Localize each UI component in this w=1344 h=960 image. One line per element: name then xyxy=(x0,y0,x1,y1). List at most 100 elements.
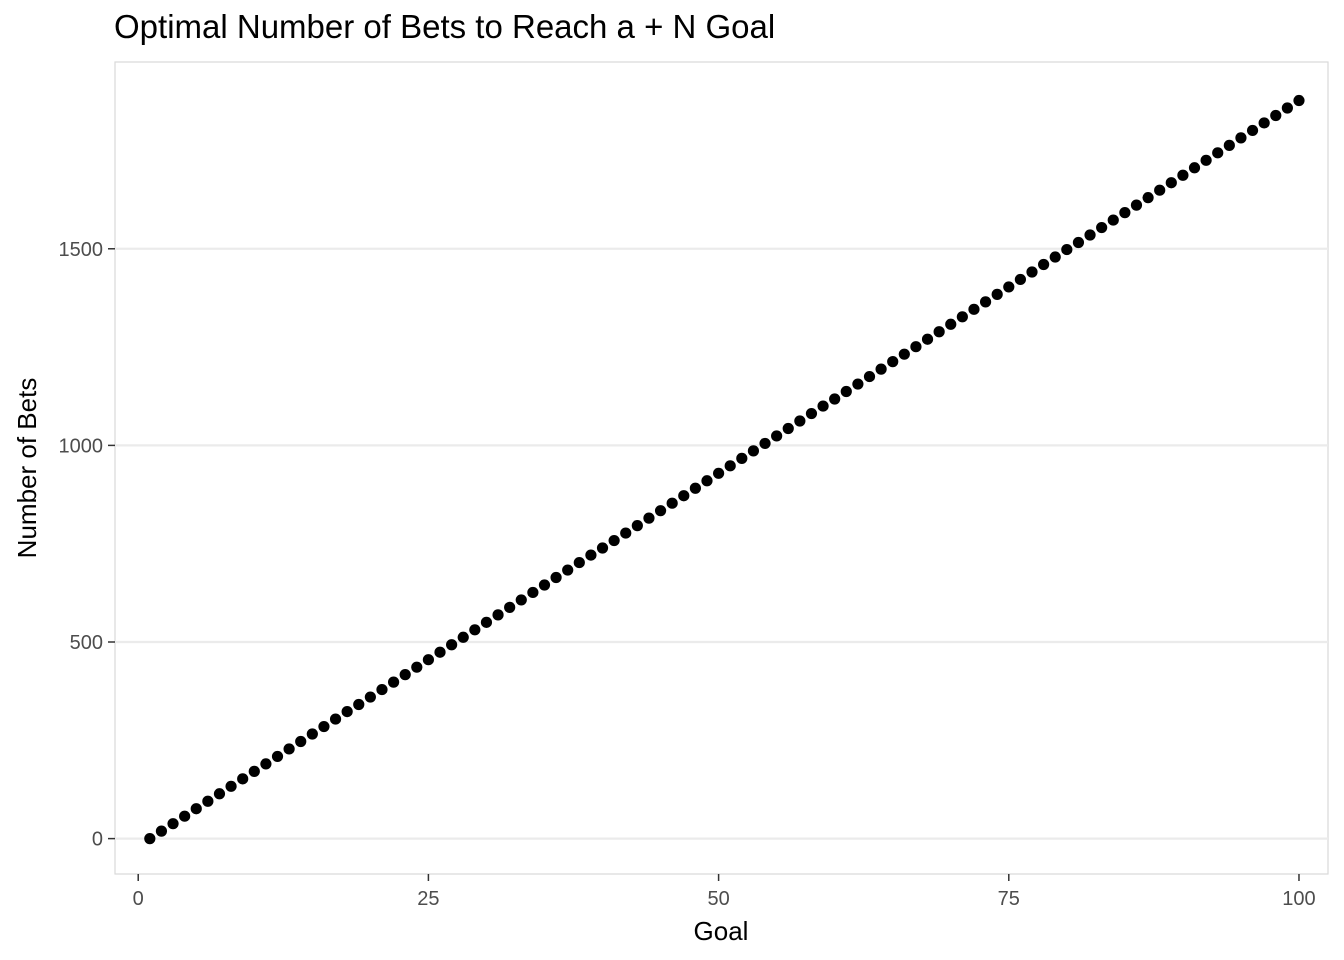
data-point xyxy=(875,363,887,375)
y-axis-title: Number of Bets xyxy=(12,378,42,559)
data-point xyxy=(608,534,620,547)
data-point xyxy=(1130,199,1143,211)
data-point xyxy=(921,333,934,345)
data-point xyxy=(1154,184,1166,196)
data-point xyxy=(1270,109,1282,122)
data-point xyxy=(295,735,307,748)
data-point xyxy=(956,311,968,323)
data-point xyxy=(271,750,284,763)
data-point xyxy=(887,356,899,368)
data-point xyxy=(446,639,458,651)
data-point xyxy=(596,542,609,554)
data-point xyxy=(318,720,330,733)
data-point xyxy=(1188,162,1201,174)
data-point xyxy=(480,616,493,628)
data-point xyxy=(1072,236,1085,249)
data-point xyxy=(353,698,365,711)
data-point xyxy=(155,825,168,837)
data-point xyxy=(1061,243,1073,256)
data-point xyxy=(666,497,678,509)
data-point xyxy=(341,706,353,718)
data-point xyxy=(1293,94,1305,107)
data-point xyxy=(747,445,760,457)
data-point xyxy=(1038,258,1050,271)
data-point xyxy=(179,810,191,822)
data-point xyxy=(434,646,446,658)
data-point xyxy=(678,490,690,502)
data-point xyxy=(527,586,539,599)
data-point xyxy=(202,795,214,807)
data-point xyxy=(805,407,818,420)
y-tick-label: 500 xyxy=(70,632,103,654)
x-tick-label: 50 xyxy=(707,888,729,910)
data-point xyxy=(1119,207,1131,219)
data-point xyxy=(469,624,481,636)
x-tick-label: 25 xyxy=(417,888,439,910)
data-point xyxy=(538,579,551,591)
data-point xyxy=(457,631,469,643)
data-point xyxy=(840,385,852,398)
data-point xyxy=(689,482,701,494)
data-point xyxy=(991,288,1003,300)
data-point xyxy=(1223,139,1235,151)
data-points xyxy=(144,94,1305,845)
y-tick-label: 1000 xyxy=(59,435,104,457)
data-point xyxy=(260,758,272,770)
data-point xyxy=(306,728,318,740)
data-point xyxy=(167,818,179,830)
data-point xyxy=(411,661,423,673)
data-point xyxy=(1200,154,1212,166)
data-point xyxy=(225,780,237,792)
data-point xyxy=(283,743,295,755)
data-point xyxy=(399,669,411,681)
data-point xyxy=(562,564,574,576)
data-point xyxy=(1258,117,1270,129)
data-point xyxy=(968,303,980,315)
data-point xyxy=(1212,147,1224,159)
data-point xyxy=(504,601,516,613)
y-tick-label: 0 xyxy=(92,829,103,851)
data-point xyxy=(817,400,829,412)
data-point xyxy=(1026,266,1038,278)
data-point xyxy=(376,683,388,696)
data-point xyxy=(1142,192,1154,204)
data-point xyxy=(1096,221,1108,234)
x-tick-label: 75 xyxy=(998,888,1020,910)
y-tick-label: 1500 xyxy=(59,239,104,261)
data-point xyxy=(898,348,910,360)
data-point xyxy=(724,460,736,472)
data-point xyxy=(1084,229,1096,241)
x-axis-title: Goal xyxy=(694,916,749,946)
data-point xyxy=(585,549,597,561)
x-tick-label: 100 xyxy=(1282,888,1315,910)
data-point xyxy=(945,318,957,330)
data-point xyxy=(759,437,771,450)
data-point xyxy=(863,370,876,383)
data-point xyxy=(550,571,562,584)
data-point xyxy=(701,475,713,487)
chart-title: Optimal Number of Bets to Reach a + N Go… xyxy=(114,8,775,45)
data-point xyxy=(387,676,400,688)
data-point xyxy=(654,505,667,517)
data-point xyxy=(712,467,725,479)
gridlines xyxy=(115,247,1328,840)
data-point xyxy=(1235,132,1247,144)
data-point xyxy=(190,803,202,815)
data-point xyxy=(1049,251,1061,263)
data-point xyxy=(248,765,260,777)
data-point xyxy=(1003,281,1015,293)
data-point xyxy=(515,594,527,606)
data-point xyxy=(933,326,945,338)
data-point xyxy=(1165,177,1177,189)
y-axis: 0 500 1000 1500 xyxy=(59,239,115,851)
data-point xyxy=(782,422,794,435)
x-axis: 0 25 50 75 100 xyxy=(133,874,1316,910)
data-point xyxy=(1246,124,1259,137)
data-point xyxy=(1107,214,1119,226)
data-point xyxy=(771,430,783,442)
data-point xyxy=(910,341,922,353)
data-point xyxy=(1014,273,1026,286)
data-point xyxy=(144,833,156,845)
data-point xyxy=(1177,169,1189,181)
